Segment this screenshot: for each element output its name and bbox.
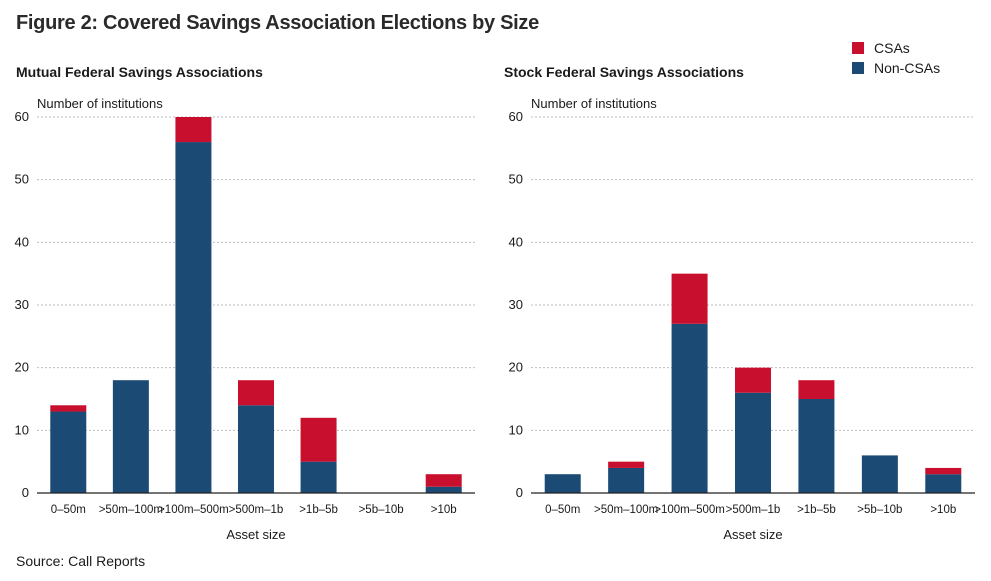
bar-non-csa [50, 411, 87, 493]
y-tick-label: 30 [509, 297, 523, 312]
y-tick-label: 40 [15, 234, 29, 249]
x-tick-label: >5b–10b [359, 504, 404, 516]
bar-non-csa [300, 461, 337, 493]
bar-csa [300, 417, 337, 462]
bar-csa [925, 467, 962, 475]
bar-csa [425, 474, 462, 487]
figure-title: Figure 2: Covered Savings Association El… [16, 12, 539, 34]
bar-non-csa [798, 399, 835, 493]
bar-non-csa [735, 392, 771, 493]
y-tick-label: 30 [15, 297, 29, 312]
bar-non-csa [925, 474, 962, 493]
y-tick-label: 0 [22, 485, 29, 500]
x-tick-label: >500m–1b [229, 504, 284, 516]
y-tick-label: 50 [15, 172, 29, 187]
y-tick-label: 20 [509, 360, 523, 375]
bar-csa [735, 367, 771, 393]
legend: CSAs Non-CSAs [852, 38, 940, 78]
x-tick-label: >50m–100m [99, 504, 163, 516]
x-tick-label: >100m–500m [654, 504, 725, 516]
bar-non-csa [175, 142, 212, 494]
legend-label-non-csas: Non-CSAs [874, 60, 941, 76]
bar-non-csa [608, 467, 645, 493]
bar-csa [175, 117, 212, 143]
legend-item-non-csas: Non-CSAs [852, 58, 940, 78]
y-tick-label: 0 [516, 485, 523, 500]
bar-csa [671, 273, 708, 324]
y-tick-label: 20 [15, 360, 29, 375]
y-tick-label: 60 [509, 109, 523, 124]
bar-non-csa [238, 405, 274, 493]
bar-csa [50, 405, 87, 412]
x-tick-label: >100m–500m [158, 504, 229, 516]
legend-item-csas: CSAs [852, 38, 940, 58]
bar-non-csa [425, 486, 462, 493]
x-axis-label: Asset size [723, 527, 782, 542]
bar-csa [798, 380, 835, 399]
x-tick-label: >1b–5b [797, 504, 836, 516]
y-axis-label: Number of institutions [531, 96, 657, 111]
x-tick-label: >500m–1b [726, 504, 781, 516]
y-tick-label: 40 [509, 234, 523, 249]
y-tick-label: 10 [509, 422, 523, 437]
x-tick-label: >5b–10b [857, 504, 902, 516]
bar-csa [608, 461, 645, 468]
x-tick-label: >10b [431, 504, 457, 516]
source-note: Source: Call Reports [16, 553, 146, 569]
legend-swatch-non-csas [852, 62, 864, 74]
panel-title: Stock Federal Savings Associations [504, 64, 744, 80]
x-tick-label: 0–50m [545, 504, 580, 516]
x-tick-label: >50m–100m [594, 504, 658, 516]
bar-non-csa [112, 380, 149, 493]
y-tick-label: 60 [15, 109, 29, 124]
x-tick-label: >1b–5b [299, 504, 338, 516]
legend-swatch-csas [852, 42, 864, 54]
bar-non-csa [544, 474, 581, 493]
bar-csa [238, 380, 274, 406]
bar-non-csa [861, 455, 898, 493]
legend-label-csas: CSAs [874, 40, 910, 56]
x-tick-label: 0–50m [51, 504, 86, 516]
panel-title: Mutual Federal Savings Associations [16, 64, 263, 80]
x-tick-label: >10b [930, 504, 956, 516]
y-tick-label: 10 [15, 422, 29, 437]
bar-non-csa [671, 323, 708, 493]
y-tick-label: 50 [509, 172, 523, 187]
x-axis-label: Asset size [226, 527, 285, 542]
y-axis-label: Number of institutions [37, 96, 163, 111]
